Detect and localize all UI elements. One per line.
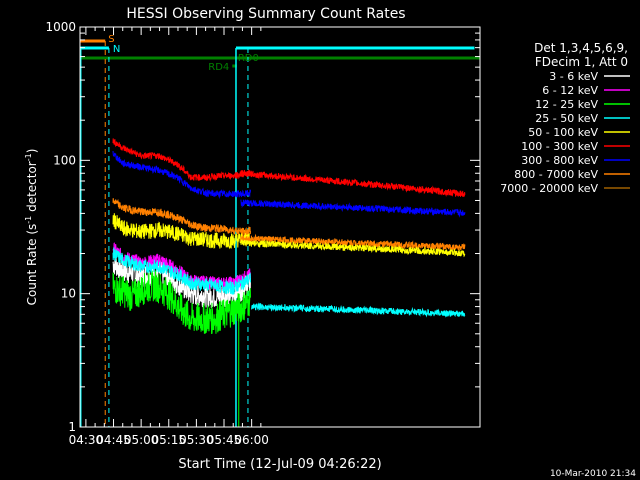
legend-label: 7000 - 20000 keV [500, 182, 598, 195]
legend-label: 25 - 50 keV [535, 112, 598, 125]
y-tick-label: 1000 [45, 20, 76, 34]
saa-label: S [108, 34, 114, 45]
chart-title: HESSI Observing Summary Count Rates [126, 6, 405, 22]
legend-label: 6 - 12 keV [542, 84, 598, 97]
series-line-6 [112, 150, 251, 200]
series-line-5 [112, 138, 251, 182]
night-label: N [113, 44, 120, 55]
y-axis-label-sup1: -1 [24, 216, 33, 224]
post-gap-segment-1 [240, 198, 466, 218]
x-tick-label: 05:45 [207, 433, 242, 447]
series-line-3 [112, 247, 251, 295]
rd0-label: RD0 [238, 53, 259, 64]
legend-label: 3 - 6 keV [549, 70, 598, 83]
legend: Det 1,3,4,5,6,9, FDecim 1, Att 0 3 - 6 k… [500, 41, 630, 195]
legend-title-2: FDecim 1, Att 0 [535, 55, 628, 69]
x-tick-label: 05:15 [151, 433, 186, 447]
y-tick-label: 10 [61, 287, 76, 301]
legend-label: 800 - 7000 keV [514, 168, 598, 181]
x-tick-label: 04:45 [96, 433, 131, 447]
post-gap-segment-0 [240, 169, 466, 198]
x-axis-label: Start Time (12-Jul-09 04:26:22) [178, 457, 381, 472]
y-axis-label: Count Rate (s-1 detector-1) [24, 149, 39, 306]
legend-label: 50 - 100 keV [528, 126, 598, 139]
x-tick-label: 05:00 [124, 433, 159, 447]
series-line-7 [112, 198, 251, 237]
y-axis-label-mid: detector [25, 161, 39, 216]
legend-label: 12 - 25 keV [535, 98, 598, 111]
post-gap-segment-2 [240, 233, 466, 252]
y-axis-label-main: Count Rate (s [25, 224, 39, 306]
y-axis-label-end: ) [25, 149, 39, 154]
x-tick-label: 04:30 [69, 433, 104, 447]
post-gap-segment-3 [240, 238, 466, 258]
series-line-2 [112, 270, 251, 335]
post-gap-segment-4 [251, 302, 466, 318]
legend-title-1: Det 1,3,4,5,6,9, [534, 41, 628, 55]
plot-frame [79, 26, 481, 428]
y-axis-label-sup2: -1 [24, 153, 33, 161]
legend-label: 300 - 800 keV [521, 154, 598, 167]
plot-area: SN RD4 RD0 [79, 26, 481, 428]
legend-label: 100 - 300 keV [521, 140, 598, 153]
series-line-4 [112, 213, 251, 250]
rd4-label: RD4 [208, 62, 229, 73]
y-axis-ticks: 1 10 100 1000 [45, 20, 480, 434]
y-tick-label: 100 [53, 153, 76, 167]
x-tick-label: 06:00 [234, 433, 269, 447]
y-tick-label: 1 [68, 420, 76, 434]
x-tick-label: 05:30 [179, 433, 214, 447]
timestamp: 10-Mar-2010 21:34 [550, 469, 636, 479]
